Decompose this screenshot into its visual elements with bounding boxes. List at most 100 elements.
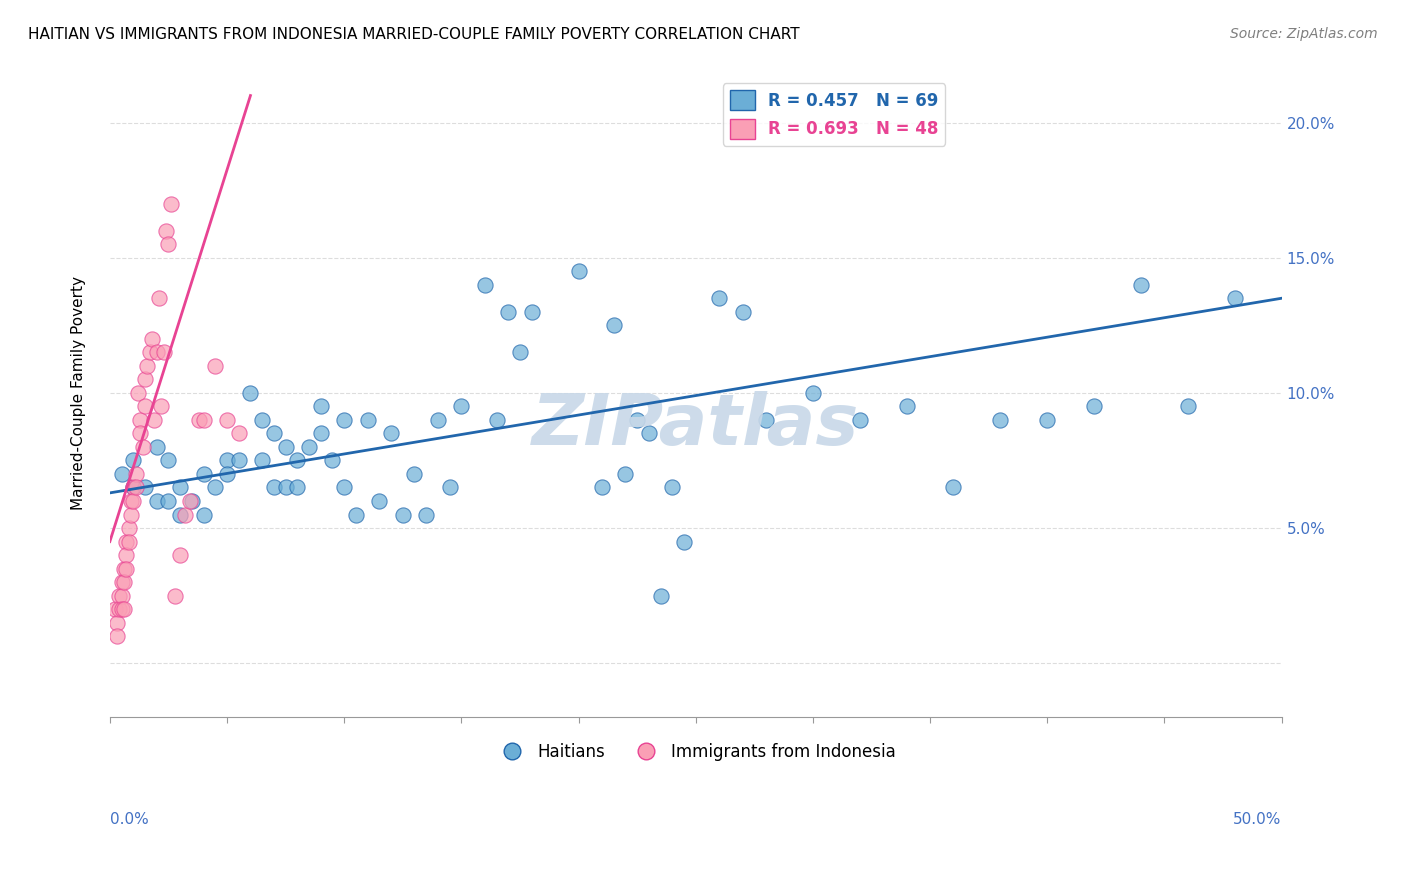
Point — [661, 481, 683, 495]
Point — [134, 372, 156, 386]
Point — [187, 413, 209, 427]
Point — [404, 467, 426, 481]
Point — [204, 359, 226, 373]
Point — [263, 481, 285, 495]
Point — [136, 359, 159, 373]
Y-axis label: Married-Couple Family Poverty: Married-Couple Family Poverty — [72, 276, 86, 510]
Point — [143, 413, 166, 427]
Point — [380, 426, 402, 441]
Point — [520, 305, 543, 319]
Point — [108, 602, 131, 616]
Point — [333, 481, 356, 495]
Point — [415, 508, 437, 522]
Point — [274, 481, 297, 495]
Point — [439, 481, 461, 495]
Point — [942, 481, 965, 495]
Point — [157, 237, 180, 252]
Point — [124, 481, 146, 495]
Point — [614, 467, 637, 481]
Point — [602, 318, 624, 333]
Point — [155, 224, 177, 238]
Point — [122, 481, 145, 495]
Point — [509, 345, 531, 359]
Point — [485, 413, 508, 427]
Point — [707, 291, 730, 305]
Point — [131, 440, 153, 454]
Point — [169, 508, 191, 522]
Point — [112, 602, 135, 616]
Point — [215, 453, 238, 467]
Point — [848, 413, 870, 427]
Point — [120, 508, 142, 522]
Point — [193, 413, 215, 427]
Point — [110, 602, 132, 616]
Point — [148, 291, 170, 305]
Point — [141, 332, 163, 346]
Point — [250, 453, 273, 467]
Point — [368, 494, 391, 508]
Point — [672, 534, 695, 549]
Point — [129, 426, 152, 441]
Point — [496, 305, 519, 319]
Point — [285, 481, 308, 495]
Point — [150, 400, 173, 414]
Point — [152, 345, 174, 359]
Text: 0.0%: 0.0% — [110, 812, 149, 827]
Point — [650, 589, 672, 603]
Point — [298, 440, 321, 454]
Point — [250, 413, 273, 427]
Point — [112, 561, 135, 575]
Point — [165, 589, 187, 603]
Point — [896, 400, 918, 414]
Point — [801, 385, 824, 400]
Point — [124, 467, 146, 481]
Point — [215, 413, 238, 427]
Point — [755, 413, 778, 427]
Point — [179, 494, 201, 508]
Point — [117, 521, 139, 535]
Point — [138, 345, 160, 359]
Point — [1223, 291, 1246, 305]
Point — [1083, 400, 1105, 414]
Point — [228, 453, 250, 467]
Point — [110, 467, 132, 481]
Point — [356, 413, 378, 427]
Point — [105, 629, 128, 643]
Point — [159, 196, 181, 211]
Point — [193, 508, 215, 522]
Point — [228, 426, 250, 441]
Point — [239, 385, 262, 400]
Point — [180, 494, 202, 508]
Point — [988, 413, 1011, 427]
Point — [110, 575, 132, 590]
Point — [169, 481, 191, 495]
Point — [1129, 277, 1152, 292]
Point — [731, 305, 754, 319]
Point — [129, 413, 152, 427]
Point — [105, 615, 128, 630]
Point — [333, 413, 356, 427]
Point — [122, 494, 145, 508]
Point — [274, 440, 297, 454]
Point — [391, 508, 413, 522]
Point — [122, 481, 145, 495]
Text: HAITIAN VS IMMIGRANTS FROM INDONESIA MARRIED-COUPLE FAMILY POVERTY CORRELATION C: HAITIAN VS IMMIGRANTS FROM INDONESIA MAR… — [28, 27, 800, 42]
Point — [110, 589, 132, 603]
Point — [145, 345, 167, 359]
Point — [626, 413, 648, 427]
Point — [134, 481, 156, 495]
Point — [115, 548, 138, 562]
Point — [567, 264, 589, 278]
Point — [115, 561, 138, 575]
Point — [169, 548, 191, 562]
Point — [122, 453, 145, 467]
Point — [426, 413, 449, 427]
Point — [103, 602, 125, 616]
Point — [115, 534, 138, 549]
Point — [127, 385, 149, 400]
Point — [108, 589, 131, 603]
Point — [263, 426, 285, 441]
Point — [309, 400, 332, 414]
Point — [215, 467, 238, 481]
Point — [321, 453, 343, 467]
